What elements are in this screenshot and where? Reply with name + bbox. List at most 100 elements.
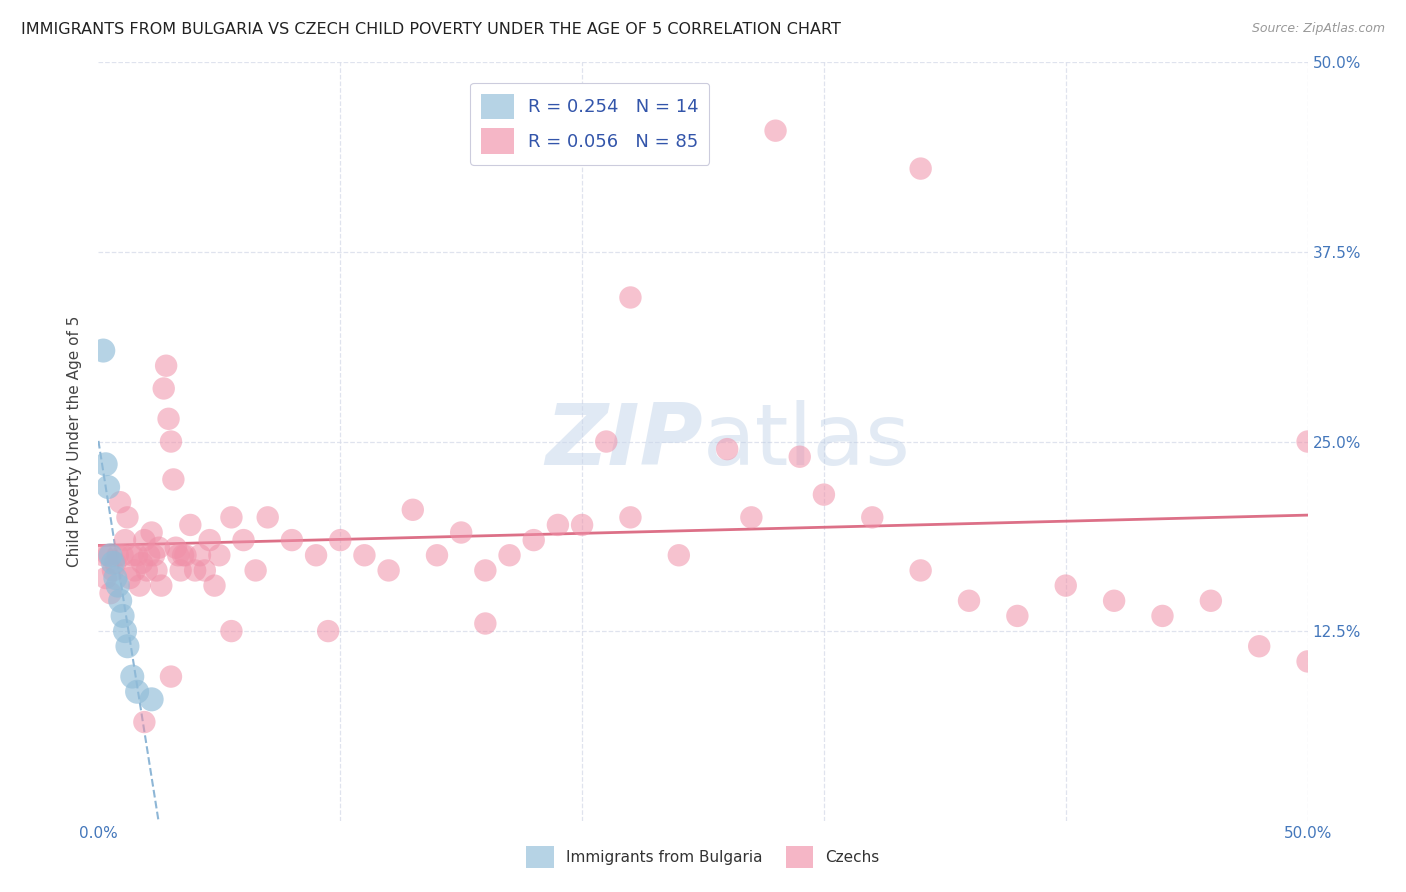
Point [174,548,197,563]
Point [172,548,194,563]
Point [221,624,243,639]
Legend: Immigrants from Bulgaria, Czechs: Immigrants from Bulgaria, Czechs [520,839,886,873]
Point [134,715,156,730]
Point [100,548,122,563]
Point [108,594,131,608]
Point [167,548,190,563]
Point [127,548,149,563]
Point [232,533,254,548]
Text: IMMIGRANTS FROM BULGARIA VS CZECH CHILD POVERTY UNDER THE AGE OF 5 CORRELATION C: IMMIGRANTS FROM BULGARIA VS CZECH CHILD … [21,22,841,37]
Point [97,480,120,494]
Point [107,548,129,563]
Point [111,548,134,563]
Point [910,564,932,578]
Point [157,412,180,426]
Y-axis label: Child Poverty Under the Age of 5: Child Poverty Under the Age of 5 [67,316,83,567]
Point [114,624,136,639]
Point [118,571,141,585]
Point [141,525,163,540]
Point [121,669,143,683]
Point [97,548,120,563]
Point [765,123,787,137]
Point [101,564,124,578]
Point [789,450,811,464]
Point [198,533,221,548]
Text: atlas: atlas [703,400,911,483]
Point [162,473,184,487]
Point [256,510,278,524]
Point [1152,608,1174,623]
Point [134,533,156,548]
Point [595,434,617,449]
Point [94,571,117,585]
Point [117,510,139,524]
Point [316,624,339,639]
Point [813,487,835,501]
Point [1296,434,1319,449]
Point [377,564,399,578]
Point [208,548,231,563]
Point [155,359,177,373]
Point [498,548,520,563]
Point [1007,608,1029,623]
Point [860,510,883,524]
Point [426,548,449,563]
Point [169,564,191,578]
Point [204,579,226,593]
Point [114,533,136,548]
Legend: R = 0.254   N = 14, R = 0.056   N = 85: R = 0.254 N = 14, R = 0.056 N = 85 [470,83,710,165]
Point [571,517,593,532]
Point [94,458,117,472]
Point [245,564,267,578]
Point [1199,594,1222,608]
Point [135,564,157,578]
Point [165,541,187,555]
Point [329,533,352,548]
Point [547,517,569,532]
Point [179,517,201,532]
Point [353,548,375,563]
Point [281,533,304,548]
Point [91,343,114,358]
Point [474,564,496,578]
Point [523,533,546,548]
Point [184,564,207,578]
Point [101,556,124,570]
Point [474,616,496,631]
Point [117,639,139,653]
Point [194,564,217,578]
Point [104,556,127,570]
Point [145,564,167,578]
Point [1054,579,1077,593]
Point [619,291,641,305]
Point [221,510,243,524]
Point [124,564,146,578]
Point [107,579,129,593]
Point [1296,655,1319,669]
Point [619,510,641,524]
Point [668,548,690,563]
Text: Source: ZipAtlas.com: Source: ZipAtlas.com [1251,22,1385,36]
Point [143,548,166,563]
Text: ZIP: ZIP [546,400,703,483]
Point [138,548,160,563]
Point [1102,594,1125,608]
Point [740,510,762,524]
Point [160,669,183,683]
Point [104,571,127,585]
Point [957,594,980,608]
Point [108,495,131,509]
Point [127,685,149,699]
Point [450,525,472,540]
Point [128,579,150,593]
Point [150,579,173,593]
Point [148,541,170,555]
Point [141,692,163,706]
Point [91,548,114,563]
Point [131,556,153,570]
Point [1249,639,1271,653]
Point [111,608,134,623]
Point [100,586,122,600]
Point [305,548,328,563]
Point [402,503,425,517]
